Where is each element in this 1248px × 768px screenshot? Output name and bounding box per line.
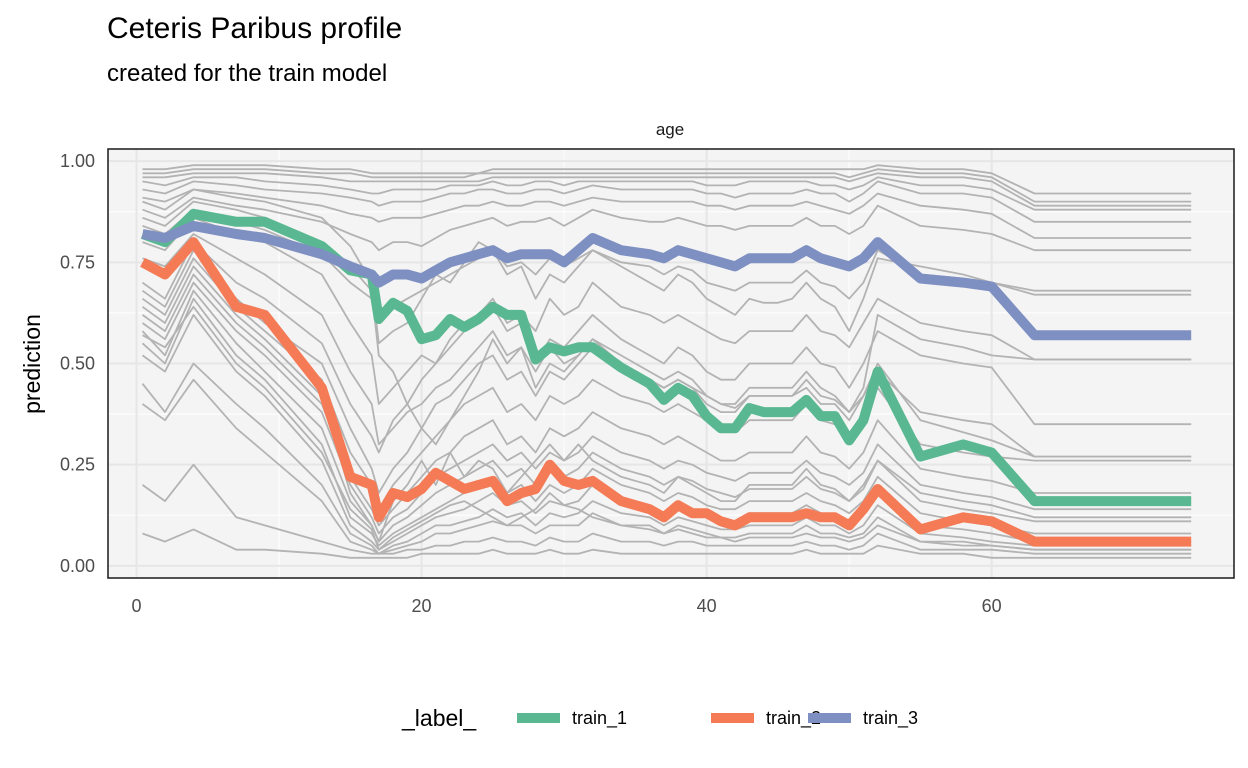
x-tick-label: 60 [982,596,1002,616]
background-profile-line [142,216,1192,426]
y-tick-label: 0.00 [60,556,95,576]
facet-strip-label: age [656,120,684,139]
highlighted-profiles [140,208,1192,547]
y-tick-label: 0.50 [60,354,95,374]
legend-label-train_2: train_2 [766,708,821,729]
background-profile-line [142,176,1192,211]
legend-label-train_1: train_1 [572,708,627,729]
background-profile-line [141,241,1192,454]
background-profile-line [142,172,1192,207]
x-tick-label: 40 [697,596,717,616]
x-tick-label: 20 [412,596,432,616]
y-tick-label: 0.75 [60,252,95,272]
background-profile-line [141,463,1192,555]
chart-title: Ceteris Paribus profile [107,12,403,45]
x-tick-label: 0 [131,596,141,616]
background-profile-line [142,305,1192,551]
series-line-train_2 [140,237,1192,547]
background-profile-line [142,196,1192,252]
background-profile-line [142,164,1192,195]
y-tick-label: 0.25 [60,455,95,475]
chart-subtitle: created for the train model [107,60,388,87]
background-profile-line [141,281,1192,535]
series-line-train_1 [140,208,1192,507]
series-line-train_3 [141,220,1192,341]
y-axis-ticks: 0.00 0.25 0.50 0.75 1.00 [60,151,95,576]
y-axis-label: prediction [19,314,45,414]
legend-title: _label_ [401,705,477,731]
background-profile-line [141,362,1192,555]
background-profile-line [142,233,1192,446]
y-tick-label: 1.00 [60,151,95,171]
legend: _label_ train_1 train_2 train_3 [401,705,918,731]
background-profile-line [142,180,1192,223]
background-profile-line [141,378,1192,555]
background-profile-line [142,188,1192,239]
background-profile-line [141,265,1192,543]
background-profile-line [142,528,1192,559]
plot-panel-border [107,148,1235,579]
x-axis-ticks: 0 20 40 60 [131,596,1001,616]
legend-label-train_3: train_3 [863,708,918,729]
background-profile-line [142,168,1192,203]
